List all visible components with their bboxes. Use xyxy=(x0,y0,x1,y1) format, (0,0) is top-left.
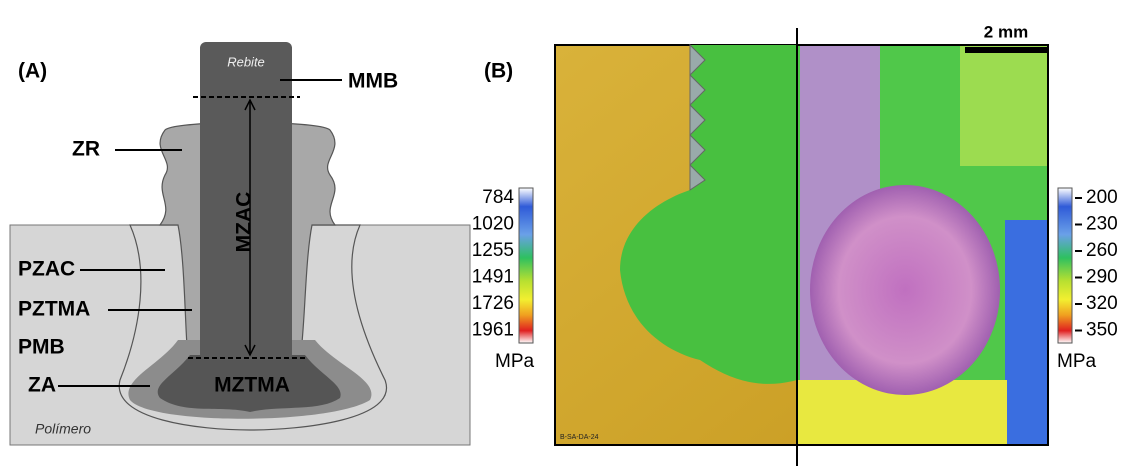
scale-bar-label: 2 mm xyxy=(984,22,1028,41)
mixed-zone xyxy=(810,185,1000,395)
unit-label: MPa xyxy=(1057,351,1097,372)
scale-label: 784 xyxy=(482,187,514,208)
zone-label: MMB xyxy=(348,70,398,93)
scale-label: 1961 xyxy=(472,320,514,341)
polymer-label: Polímero xyxy=(35,421,91,437)
scale-label: 230 xyxy=(1086,214,1118,235)
image-caption: B-SA-DA-24 xyxy=(560,434,599,441)
panel-b: (B) B-SA-DA-24 2 mm MPa MPa xyxy=(484,22,1097,466)
scale-label: 1020 xyxy=(472,214,514,235)
scale-label: 350 xyxy=(1086,320,1118,341)
panel-label: (A) xyxy=(18,60,47,83)
unit-label: MPa xyxy=(495,351,535,372)
zone-label: PMB xyxy=(18,336,65,359)
zone-label: PZAC xyxy=(18,258,75,281)
zone-label: MZTMA xyxy=(214,374,290,397)
panel-a: (A) Rebite MMB ZR PZAC PZTMA PMB ZA MZAC… xyxy=(10,42,470,445)
zone-label: ZR xyxy=(72,138,100,161)
rivet-label: Rebite xyxy=(227,54,265,69)
scale-label: 260 xyxy=(1086,240,1118,261)
zone-label: ZA xyxy=(28,374,56,397)
scale-label: 1255 xyxy=(472,240,514,261)
zone-label: PZTMA xyxy=(18,298,90,321)
panel-label: (B) xyxy=(484,60,513,83)
scale-label: 200 xyxy=(1086,187,1118,208)
zone-label: MZAC xyxy=(233,192,256,253)
scale-label: 1491 xyxy=(472,267,514,288)
stress-map-band xyxy=(1005,220,1047,444)
scale-label: 1726 xyxy=(472,293,514,314)
scale-label: 290 xyxy=(1086,267,1118,288)
figure: (A) Rebite MMB ZR PZAC PZTMA PMB ZA MZAC… xyxy=(0,0,1132,466)
stress-map-band xyxy=(960,46,1047,166)
scale-label: 320 xyxy=(1086,293,1118,314)
colorbar xyxy=(1058,188,1072,343)
colorbar xyxy=(519,188,533,343)
